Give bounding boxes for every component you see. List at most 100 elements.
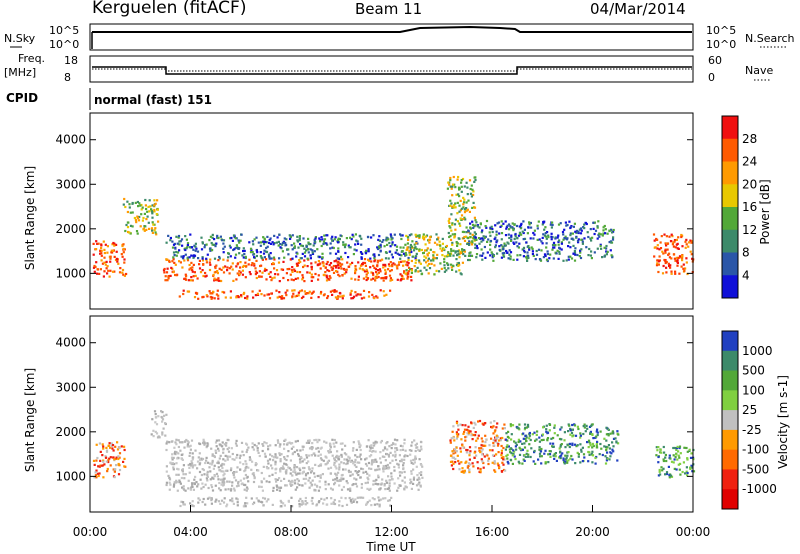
echo-cell	[349, 474, 352, 477]
echo-cell	[190, 276, 193, 279]
echo-cell	[242, 247, 245, 250]
echo-cell	[352, 297, 355, 300]
echo-cell	[303, 247, 306, 250]
echo-cell	[234, 237, 237, 240]
echo-cell	[389, 451, 392, 454]
echo-cell	[154, 413, 157, 416]
echo-cell	[148, 227, 151, 230]
echo-cell	[593, 251, 596, 254]
echo-cell	[390, 238, 393, 241]
echo-cell	[398, 253, 401, 256]
echo-cell	[342, 462, 345, 465]
echo-cell	[405, 486, 408, 489]
echo-cell	[552, 436, 555, 440]
echo-cell	[522, 458, 525, 461]
echo-cell	[396, 278, 399, 281]
echo-cell	[267, 448, 270, 451]
echo-cell	[301, 460, 304, 463]
echo-cell	[154, 231, 157, 234]
echo-cell	[359, 476, 362, 479]
echo-cell	[229, 237, 232, 240]
echo-cell	[387, 475, 390, 478]
echo-cell	[412, 482, 415, 485]
echo-cell	[181, 468, 184, 471]
echo-cell	[506, 439, 509, 442]
echo-region	[504, 423, 620, 465]
echo-cell	[359, 448, 362, 452]
echo-cell	[270, 257, 273, 260]
echo-cell	[575, 236, 578, 239]
echo-cell	[320, 458, 323, 461]
echo-cell	[266, 245, 269, 248]
echo-cell	[225, 469, 228, 472]
echo-cell	[605, 426, 608, 429]
echo-cell	[211, 476, 214, 479]
echo-cell	[239, 479, 242, 482]
echo-cell	[293, 466, 296, 469]
echo-cell	[209, 478, 212, 481]
echo-cell	[562, 238, 565, 241]
echo-cell	[534, 439, 537, 442]
echo-cell	[335, 473, 339, 476]
colorbar-tick-label: 25	[742, 403, 757, 417]
echo-cell	[603, 437, 606, 440]
echo-cell	[454, 186, 457, 189]
echo-cell	[345, 462, 348, 466]
echo-cell	[456, 435, 459, 438]
echo-cell	[328, 278, 331, 281]
echo-cell	[92, 253, 95, 256]
echo-cell	[194, 245, 197, 248]
echo-cell	[182, 289, 185, 292]
echo-cell	[197, 456, 200, 459]
echo-cell	[453, 236, 456, 239]
echo-cell	[503, 242, 506, 245]
echo-cell	[685, 470, 688, 473]
echo-cell	[544, 462, 547, 465]
colorbar-swatch	[722, 229, 738, 253]
echo-cell	[467, 258, 470, 262]
echo-cell	[378, 468, 381, 471]
echo-cell	[361, 252, 364, 255]
echo-cell	[182, 485, 185, 488]
echo-cell	[341, 448, 344, 451]
echo-cell	[211, 243, 214, 246]
echo-cell	[396, 439, 399, 442]
echo-cell	[662, 252, 665, 255]
echo-cell	[249, 251, 253, 254]
echo-cell	[461, 177, 465, 181]
echo-cell	[93, 476, 96, 479]
echo-cell	[363, 296, 366, 299]
echo-cell	[549, 442, 552, 445]
echo-cell	[187, 463, 190, 467]
echo-cell	[291, 270, 294, 273]
echo-cell	[301, 484, 304, 487]
echo-cell	[179, 449, 182, 452]
echo-cell	[602, 232, 605, 235]
echo-cell	[510, 238, 513, 241]
echo-cell	[350, 289, 353, 292]
echo-cell	[205, 257, 208, 260]
echo-cell	[123, 261, 126, 264]
echo-cell	[312, 276, 315, 279]
echo-cell	[573, 250, 576, 253]
echo-cell	[385, 467, 388, 470]
echo-region	[150, 410, 168, 439]
echo-cell	[306, 257, 309, 260]
echo-cell	[194, 291, 198, 294]
echo-cell	[463, 198, 466, 201]
echo-cell	[374, 482, 377, 485]
echo-cell	[473, 216, 476, 219]
echo-cell	[290, 269, 294, 272]
echo-cell	[594, 456, 597, 460]
echo-cell	[99, 268, 102, 271]
echo-cell	[418, 249, 421, 252]
echo-cell	[384, 263, 387, 266]
echo-cell	[529, 438, 532, 442]
echo-cell	[265, 246, 268, 250]
echo-cell	[683, 446, 686, 449]
echo-cell	[404, 251, 407, 255]
echo-cell	[503, 427, 506, 430]
echo-cell	[301, 244, 304, 248]
echo-cell	[542, 256, 545, 259]
echo-cell	[136, 215, 139, 218]
